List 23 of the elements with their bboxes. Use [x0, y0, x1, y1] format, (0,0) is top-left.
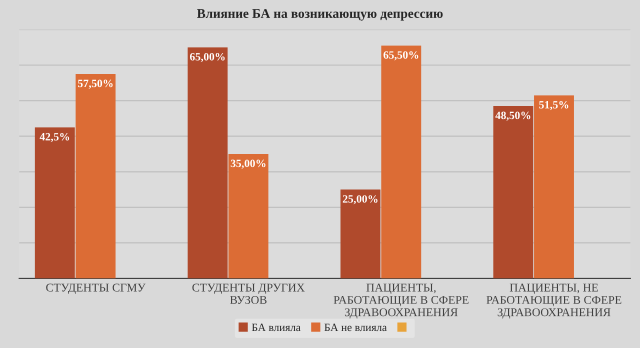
chart-title: Влияние БА на возникающую депрессию	[197, 9, 443, 21]
data-label: 25,00%	[342, 195, 378, 204]
data-label: 51,5%	[539, 100, 568, 110]
x-tick-label: ПАЦИЕНТЫ, РАБОТАЮЩИЕ В СФЕРЕ ЗДРАВООХРАНЕНИЯ	[334, 284, 468, 319]
bar	[534, 95, 574, 278]
bar	[34, 127, 75, 278]
bar	[76, 74, 116, 278]
legend-label: БА влияла	[252, 324, 301, 332]
legend-label: БА не влияла	[324, 324, 387, 332]
x-tick-label: СТУДЕНТЫ СГМУ	[46, 284, 146, 294]
data-label: 65,50%	[384, 51, 418, 60]
bar	[188, 47, 228, 278]
data-label: 35,00%	[230, 160, 266, 169]
x-tick-label: СТУДЕНТЫ ДРУГИХ ВУЗОВ	[192, 284, 305, 304]
bar	[381, 46, 422, 278]
bar	[228, 154, 268, 278]
bar	[340, 190, 380, 278]
bar	[493, 106, 534, 278]
x-tick-label: ПАЦИЕНТЫ, НЕ РАБОТАЮЩИЕ В СФЕРЕ ЗДРАВООХРАНЕНИЯ	[486, 284, 622, 319]
data-label: 65,00%	[190, 53, 225, 62]
data-label: 57,50%	[78, 80, 113, 89]
data-label: 42,5%	[40, 132, 70, 142]
data-label: 48,50%	[495, 112, 530, 121]
